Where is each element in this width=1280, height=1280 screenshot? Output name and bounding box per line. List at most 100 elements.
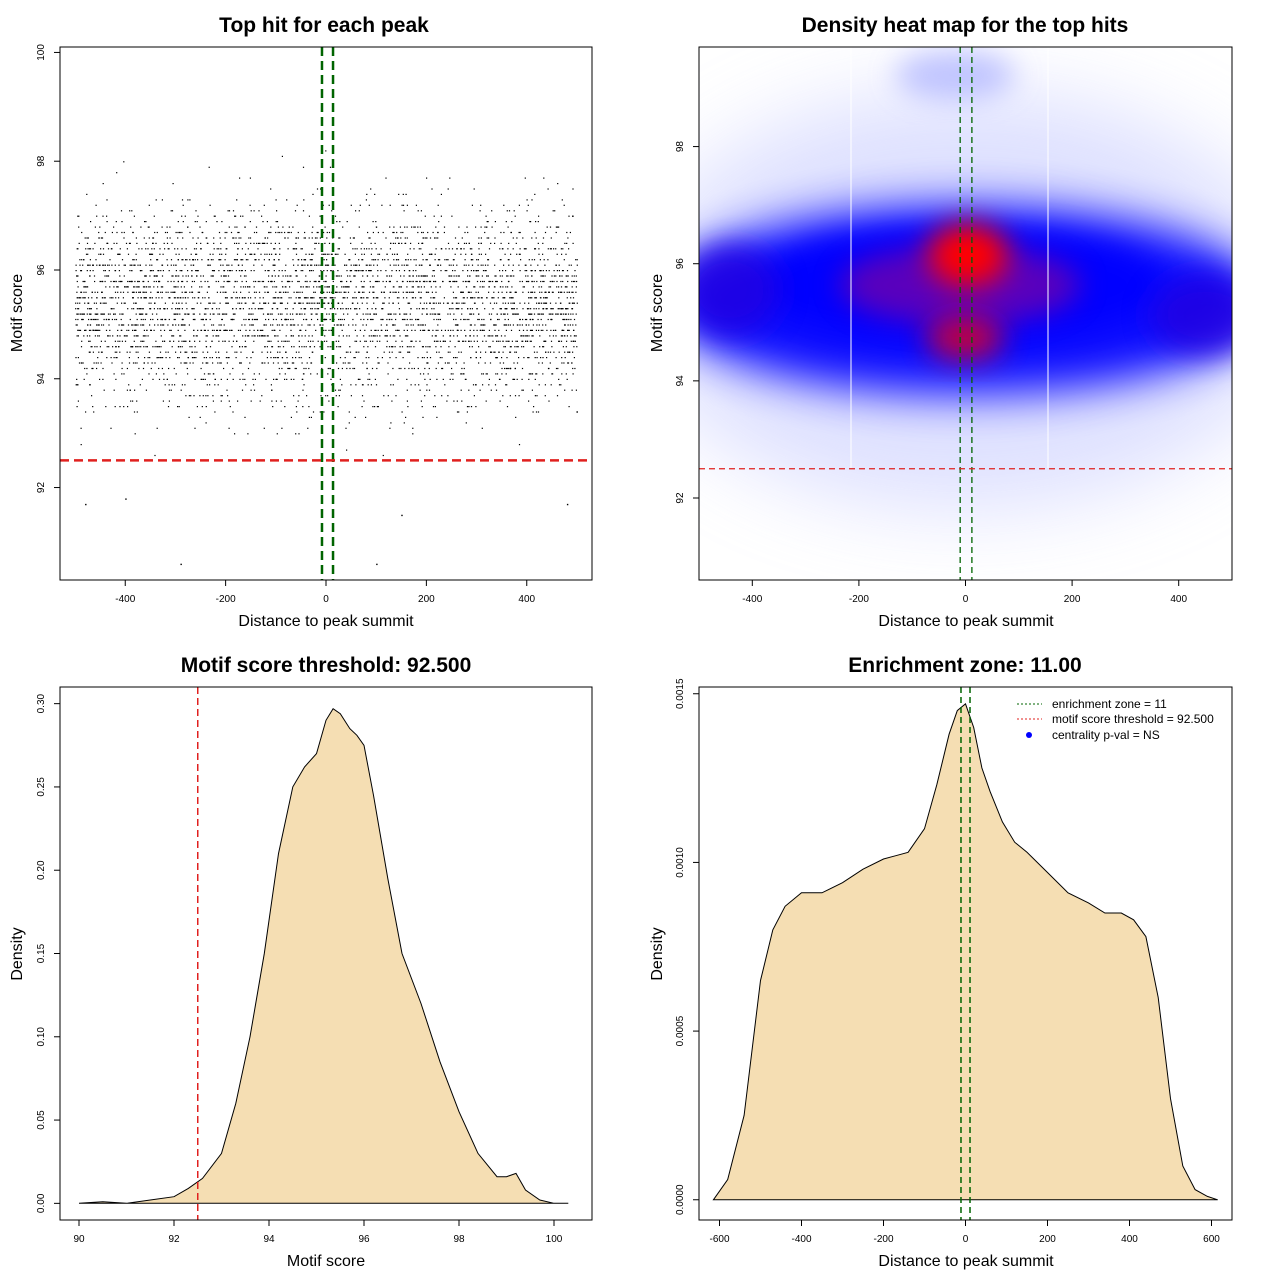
scatter-point bbox=[356, 313, 358, 315]
scatter-point bbox=[300, 270, 302, 272]
scatter-point bbox=[191, 280, 193, 283]
scatter-point bbox=[552, 308, 554, 310]
scatter-point bbox=[407, 302, 409, 304]
scatter-point bbox=[479, 210, 481, 212]
scatter-point bbox=[433, 313, 435, 315]
scatter-point bbox=[202, 318, 204, 321]
scatter-point bbox=[89, 340, 91, 342]
scatter-point bbox=[253, 329, 255, 331]
scatter-point bbox=[470, 324, 472, 326]
scatter-point bbox=[521, 324, 523, 326]
scatter-point bbox=[380, 291, 383, 293]
scatter-point bbox=[187, 357, 189, 359]
scatter-point bbox=[218, 357, 220, 359]
scatter-point bbox=[443, 302, 445, 304]
scatter-point bbox=[358, 226, 360, 228]
scatter-point bbox=[274, 335, 276, 337]
scatter-point bbox=[473, 335, 475, 337]
scatter-point bbox=[127, 280, 129, 283]
scatter-point bbox=[286, 357, 288, 359]
scatter-point bbox=[81, 231, 83, 234]
scatter-point bbox=[302, 286, 304, 288]
scatter-point bbox=[493, 324, 495, 326]
scatter-point bbox=[410, 346, 412, 348]
scatter-point bbox=[278, 297, 280, 299]
scatter-point bbox=[349, 351, 352, 353]
scatter-point bbox=[398, 193, 400, 195]
scatter-point bbox=[75, 270, 77, 272]
scatter-point bbox=[282, 324, 284, 326]
scatter-point bbox=[519, 318, 521, 321]
scatter-point bbox=[503, 346, 505, 348]
scatter-point bbox=[226, 264, 228, 266]
scatter-point bbox=[464, 231, 466, 234]
scatter-point bbox=[108, 346, 110, 348]
scatter-point bbox=[264, 335, 266, 337]
x-tick-label: -400 bbox=[742, 594, 762, 605]
scatter-point bbox=[301, 362, 303, 364]
scatter-point bbox=[468, 280, 471, 283]
scatter-point bbox=[104, 231, 106, 234]
scatter-point bbox=[180, 335, 182, 337]
scatter-point bbox=[292, 313, 294, 315]
scatter-point bbox=[292, 318, 294, 321]
scatter-point bbox=[211, 275, 214, 277]
scatter-point bbox=[223, 329, 225, 331]
scatter-point bbox=[338, 291, 340, 293]
scatter-point bbox=[287, 318, 289, 321]
scatter-point bbox=[350, 264, 352, 266]
scatter-point bbox=[551, 280, 553, 283]
scatter-point bbox=[135, 302, 137, 304]
score-density-ylabel: Density bbox=[9, 927, 26, 980]
x-tick-label: 96 bbox=[358, 1234, 370, 1245]
scatter-point bbox=[230, 318, 232, 321]
scatter-point bbox=[388, 346, 391, 348]
scatter-point bbox=[415, 340, 417, 342]
scatter-point bbox=[240, 351, 242, 353]
scatter-point bbox=[356, 335, 358, 337]
scatter-point bbox=[105, 318, 108, 321]
scatter-point bbox=[216, 335, 218, 337]
scatter-point bbox=[435, 346, 437, 348]
scatter-point bbox=[431, 188, 433, 190]
scatter-point bbox=[168, 248, 170, 250]
distance-density-ylabel: Density bbox=[649, 927, 666, 980]
scatter-point bbox=[537, 318, 539, 321]
scatter-point bbox=[187, 199, 189, 201]
scatter-point bbox=[369, 340, 372, 342]
scatter-point bbox=[526, 318, 528, 321]
scatter-point bbox=[204, 280, 206, 283]
scatter-point bbox=[562, 270, 564, 272]
scatter-point bbox=[401, 280, 404, 283]
scatter-point bbox=[409, 248, 411, 250]
scatter-point bbox=[564, 242, 566, 244]
scatter-point bbox=[483, 286, 485, 288]
scatter-point bbox=[141, 248, 143, 250]
scatter-point bbox=[128, 384, 130, 386]
scatter-point bbox=[201, 286, 203, 288]
scatter-point bbox=[207, 351, 209, 353]
scatter-point bbox=[461, 291, 463, 293]
scatter-point bbox=[576, 259, 578, 261]
scatter-point bbox=[344, 264, 346, 266]
scatter-point bbox=[526, 308, 529, 310]
scatter-point bbox=[104, 280, 106, 283]
scatter-point bbox=[95, 362, 97, 364]
scatter-point bbox=[125, 335, 127, 337]
scatter-point bbox=[417, 226, 419, 228]
scatter-point bbox=[294, 302, 296, 304]
scatter-point bbox=[502, 395, 504, 397]
scatter-point bbox=[555, 357, 557, 359]
scatter-point bbox=[155, 297, 157, 299]
scatter-point bbox=[437, 340, 439, 342]
scatter-point bbox=[486, 275, 488, 277]
scatter-point bbox=[535, 373, 537, 375]
scatter-point bbox=[504, 335, 506, 337]
scatter-point bbox=[139, 308, 141, 310]
scatter-point bbox=[77, 308, 79, 310]
scatter-point bbox=[133, 286, 135, 288]
scatter-point bbox=[347, 351, 349, 353]
scatter-point bbox=[454, 253, 456, 255]
scatter-point bbox=[395, 340, 397, 342]
scatter-point bbox=[244, 270, 246, 272]
